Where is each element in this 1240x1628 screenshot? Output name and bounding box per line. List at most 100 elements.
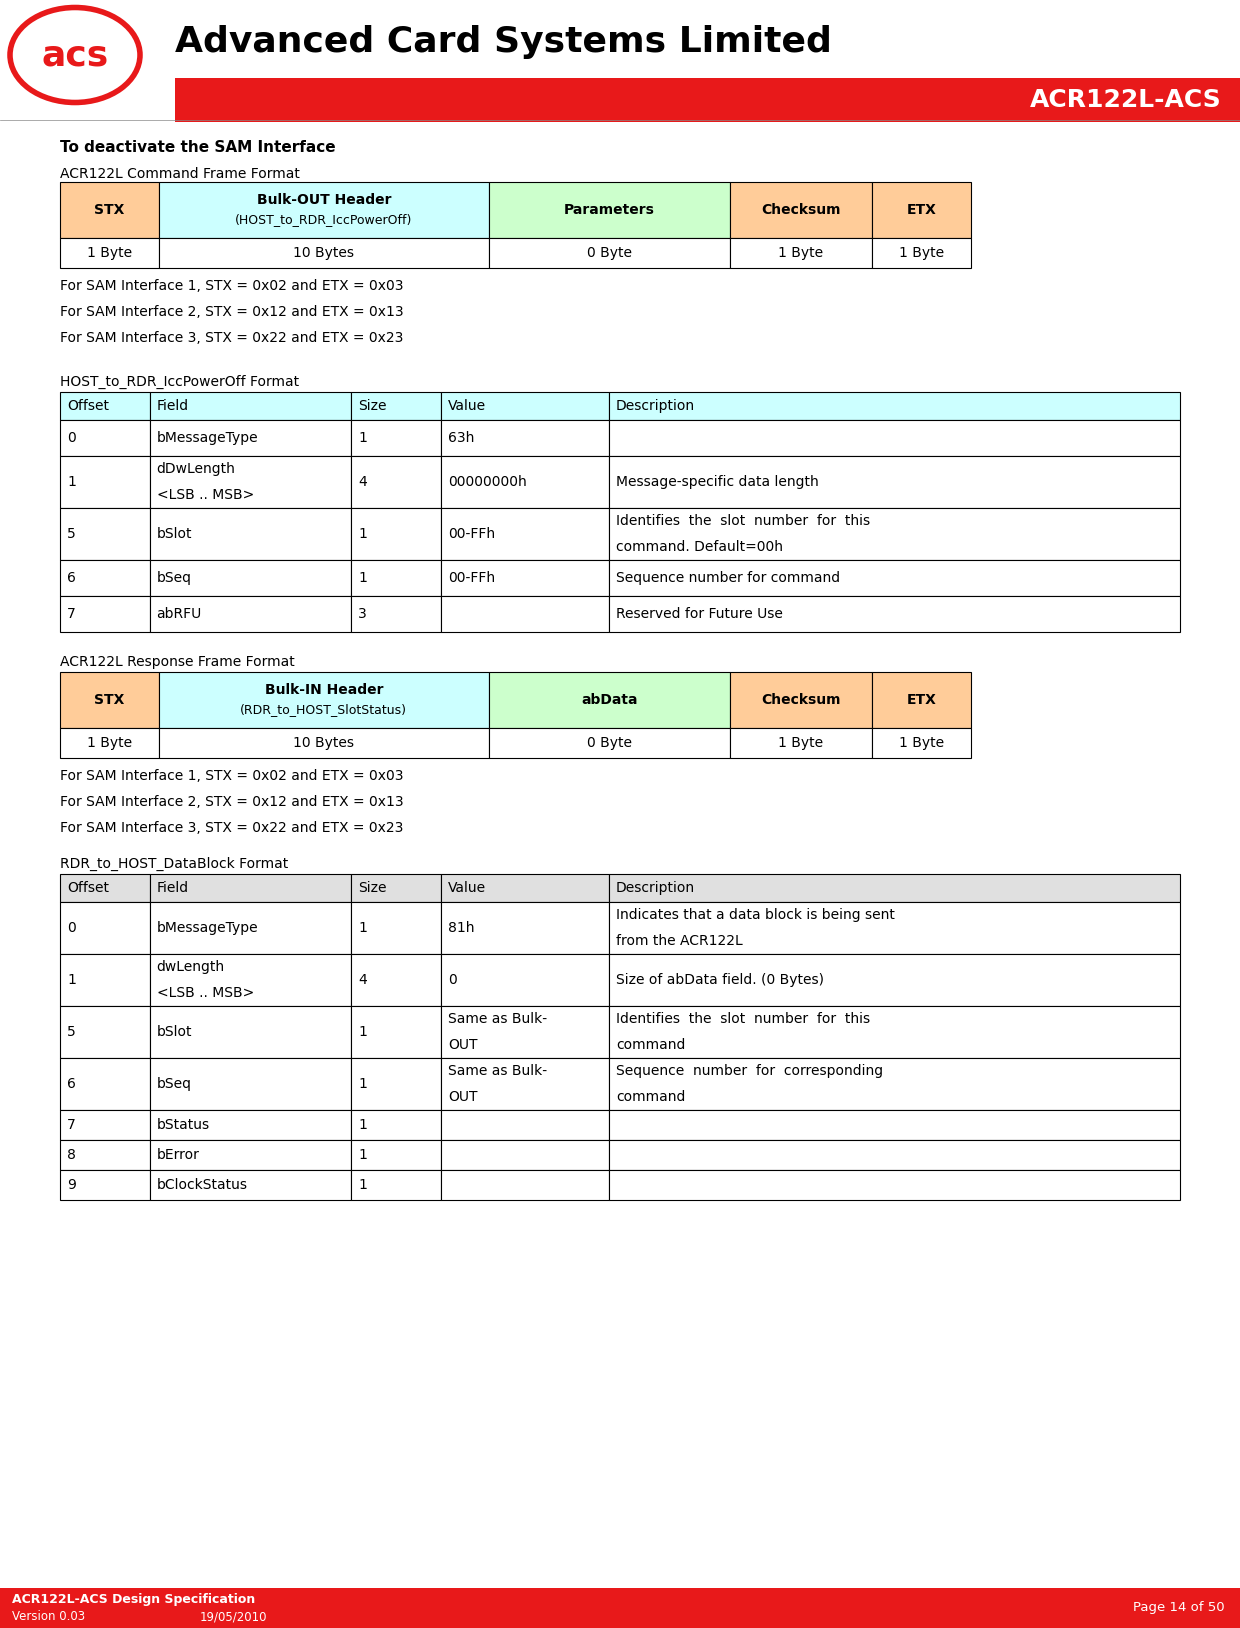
Bar xyxy=(440,456,609,508)
Bar xyxy=(159,728,489,759)
Text: abRFU: abRFU xyxy=(156,607,202,620)
Text: Same as Bulk-: Same as Bulk- xyxy=(448,1065,547,1078)
Text: 1: 1 xyxy=(358,921,367,934)
Text: OUT: OUT xyxy=(448,1039,477,1052)
Text: 5: 5 xyxy=(67,527,76,540)
Bar xyxy=(440,1140,609,1171)
Text: Version 0.03: Version 0.03 xyxy=(12,1610,86,1623)
Bar xyxy=(60,954,150,1006)
Bar xyxy=(609,874,1180,902)
Bar xyxy=(730,728,872,759)
Bar xyxy=(440,954,609,1006)
Text: 1: 1 xyxy=(358,1179,367,1192)
Text: 0: 0 xyxy=(448,974,456,987)
Bar xyxy=(609,560,1180,596)
Bar xyxy=(159,238,489,269)
Text: 1: 1 xyxy=(358,1026,367,1039)
Bar xyxy=(609,1140,1180,1171)
Bar xyxy=(351,1110,440,1140)
Bar xyxy=(730,182,872,238)
Text: Indicates that a data block is being sent: Indicates that a data block is being sen… xyxy=(616,908,895,921)
Bar xyxy=(60,508,150,560)
Text: 4: 4 xyxy=(358,974,367,987)
Text: Identifies  the  slot  number  for  this: Identifies the slot number for this xyxy=(616,1013,870,1026)
Text: 1: 1 xyxy=(358,527,367,540)
Text: 6: 6 xyxy=(67,1078,76,1091)
Bar xyxy=(351,596,440,632)
Text: command: command xyxy=(616,1039,686,1052)
Text: 10 Bytes: 10 Bytes xyxy=(293,736,355,751)
Bar xyxy=(351,1171,440,1200)
Bar xyxy=(0,0,1240,120)
Text: HOST_to_RDR_IccPowerOff Format: HOST_to_RDR_IccPowerOff Format xyxy=(60,374,299,389)
Bar xyxy=(351,1006,440,1058)
Text: 8: 8 xyxy=(67,1148,76,1162)
Text: For SAM Interface 2, STX = 0x12 and ETX = 0x13: For SAM Interface 2, STX = 0x12 and ETX … xyxy=(60,304,404,319)
Text: command: command xyxy=(616,1091,686,1104)
Text: For SAM Interface 3, STX = 0x22 and ETX = 0x23: For SAM Interface 3, STX = 0x22 and ETX … xyxy=(60,821,403,835)
Text: Value: Value xyxy=(448,399,486,414)
Bar xyxy=(609,508,1180,560)
Text: Value: Value xyxy=(448,881,486,895)
Text: bStatus: bStatus xyxy=(156,1118,210,1131)
Text: Sequence number for command: Sequence number for command xyxy=(616,571,839,584)
Bar xyxy=(150,1110,351,1140)
Text: 19/05/2010: 19/05/2010 xyxy=(200,1610,268,1623)
Text: 0: 0 xyxy=(67,921,76,934)
Text: To deactivate the SAM Interface: To deactivate the SAM Interface xyxy=(60,140,336,156)
Bar xyxy=(150,1140,351,1171)
Bar xyxy=(351,902,440,954)
Text: 1 Byte: 1 Byte xyxy=(779,246,823,260)
Bar xyxy=(60,560,150,596)
Bar xyxy=(0,1587,1240,1628)
Text: ACR122L-ACS Design Specification: ACR122L-ACS Design Specification xyxy=(12,1592,255,1605)
Text: RDR_to_HOST_DataBlock Format: RDR_to_HOST_DataBlock Format xyxy=(60,856,288,871)
Text: Description: Description xyxy=(616,881,694,895)
Text: ETX: ETX xyxy=(906,204,936,217)
Text: 1: 1 xyxy=(358,1118,367,1131)
Text: Checksum: Checksum xyxy=(761,204,841,217)
Bar xyxy=(730,672,872,728)
Text: 7: 7 xyxy=(67,607,76,620)
Bar xyxy=(175,78,1240,122)
Text: 6: 6 xyxy=(67,571,76,584)
Bar xyxy=(60,902,150,954)
Bar xyxy=(609,1058,1180,1110)
Bar xyxy=(440,874,609,902)
Text: 1 Byte: 1 Byte xyxy=(779,736,823,751)
Bar xyxy=(150,1171,351,1200)
Bar xyxy=(609,392,1180,420)
Bar xyxy=(150,954,351,1006)
Bar xyxy=(440,420,609,456)
Text: abData: abData xyxy=(582,694,637,707)
Text: OUT: OUT xyxy=(448,1091,477,1104)
Text: For SAM Interface 1, STX = 0x02 and ETX = 0x03: For SAM Interface 1, STX = 0x02 and ETX … xyxy=(60,768,403,783)
Bar xyxy=(60,456,150,508)
Bar xyxy=(609,420,1180,456)
Bar xyxy=(609,596,1180,632)
Bar xyxy=(150,902,351,954)
Text: command. Default=00h: command. Default=00h xyxy=(616,540,782,554)
Text: 1 Byte: 1 Byte xyxy=(899,736,944,751)
Text: dDwLength: dDwLength xyxy=(156,462,236,475)
Bar xyxy=(351,420,440,456)
Bar xyxy=(440,596,609,632)
Text: (RDR_to_HOST_SlotStatus): (RDR_to_HOST_SlotStatus) xyxy=(241,703,407,716)
Bar xyxy=(60,596,150,632)
Text: Bulk-IN Header: Bulk-IN Header xyxy=(264,684,383,697)
Bar xyxy=(351,1140,440,1171)
Text: For SAM Interface 1, STX = 0x02 and ETX = 0x03: For SAM Interface 1, STX = 0x02 and ETX … xyxy=(60,278,403,293)
Text: 81h: 81h xyxy=(448,921,474,934)
Bar xyxy=(489,672,730,728)
Text: STX: STX xyxy=(94,204,124,217)
Bar xyxy=(440,1171,609,1200)
Text: 9: 9 xyxy=(67,1179,76,1192)
Bar xyxy=(150,508,351,560)
Text: bClockStatus: bClockStatus xyxy=(156,1179,248,1192)
Text: 1 Byte: 1 Byte xyxy=(87,246,131,260)
Bar xyxy=(440,1058,609,1110)
Bar xyxy=(440,902,609,954)
Ellipse shape xyxy=(10,8,140,103)
Text: STX: STX xyxy=(94,694,124,707)
Text: Advanced Card Systems Limited: Advanced Card Systems Limited xyxy=(175,24,832,59)
